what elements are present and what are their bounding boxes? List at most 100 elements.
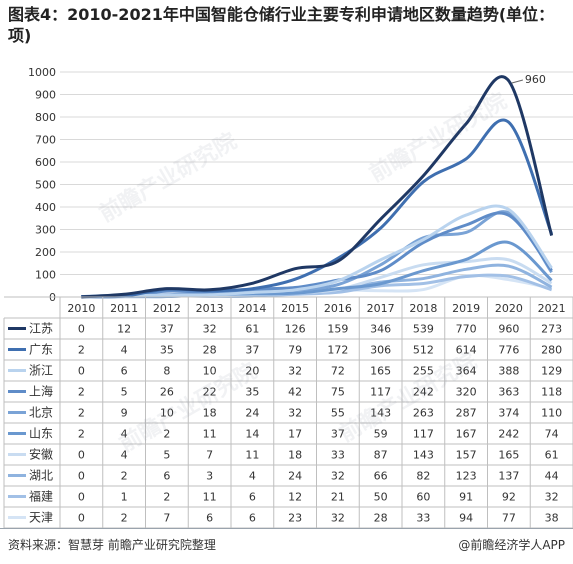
legend-label: 福建 [29, 489, 53, 504]
data-label: 11 [245, 449, 259, 462]
data-label: 6 [249, 491, 256, 504]
data-label: 263 [413, 407, 434, 420]
data-label: 24 [245, 407, 259, 420]
y-tick-label: 200 [35, 246, 56, 259]
data-label: 5 [163, 449, 170, 462]
data-label: 512 [413, 344, 434, 357]
data-label: 388 [498, 365, 519, 378]
data-label: 50 [374, 491, 388, 504]
data-label: 110 [541, 407, 562, 420]
x-tick-label: 2011 [110, 302, 138, 315]
data-label: 74 [545, 428, 559, 441]
y-axis-tick-labels: 01002003004005006007008009001000 [28, 66, 56, 304]
x-tick-label: 2020 [495, 302, 523, 315]
data-label: 33 [416, 512, 430, 525]
data-label: 960 [498, 323, 519, 336]
data-label: 0 [78, 323, 85, 336]
data-label: 60 [416, 491, 430, 504]
data-label: 4 [121, 449, 128, 462]
data-label: 242 [498, 428, 519, 441]
grid-lines [60, 71, 573, 298]
data-label: 32 [331, 470, 345, 483]
x-tick-label: 2014 [238, 302, 266, 315]
data-label: 126 [285, 323, 306, 336]
data-label: 117 [370, 386, 391, 399]
data-label: 143 [370, 407, 391, 420]
data-label: 118 [541, 386, 562, 399]
data-label: 1 [121, 491, 128, 504]
data-label: 2 [163, 491, 170, 504]
y-tick-label: 300 [35, 224, 56, 237]
data-label: 12 [117, 323, 131, 336]
data-label: 92 [502, 491, 516, 504]
data-label: 165 [370, 365, 391, 378]
y-tick-label: 800 [35, 111, 56, 124]
data-label: 0 [78, 449, 85, 462]
data-label: 37 [160, 323, 174, 336]
data-label: 117 [413, 428, 434, 441]
data-label: 14 [245, 428, 259, 441]
data-label: 273 [541, 323, 562, 336]
data-label: 21 [331, 491, 345, 504]
legend-label: 广东 [29, 343, 53, 357]
data-label: 32 [331, 512, 345, 525]
data-label: 2 [163, 428, 170, 441]
data-label: 23 [288, 512, 302, 525]
data-label: 91 [459, 491, 473, 504]
data-label: 0 [78, 470, 85, 483]
data-label: 7 [163, 512, 170, 525]
y-tick-label: 600 [35, 156, 56, 169]
line-chart: 01002003004005006007008009001000 960 201… [3, 66, 573, 529]
data-label: 123 [456, 470, 477, 483]
data-label: 255 [413, 365, 434, 378]
data-label: 539 [413, 323, 434, 336]
data-label: 364 [456, 365, 477, 378]
data-label: 165 [498, 449, 519, 462]
data-label: 3 [206, 470, 213, 483]
data-label: 776 [498, 344, 519, 357]
data-label: 42 [288, 386, 302, 399]
data-label: 32 [203, 323, 217, 336]
data-label: 72 [331, 365, 345, 378]
data-label: 20 [245, 365, 259, 378]
x-tick-label: 2016 [324, 302, 352, 315]
data-label: 306 [370, 344, 391, 357]
data-label: 4 [249, 470, 256, 483]
legend-label: 江苏 [29, 322, 53, 336]
source-note: 资料来源：智慧芽 前瞻产业研究院整理 [8, 538, 216, 552]
x-tick-label: 2015 [281, 302, 309, 315]
data-label: 35 [160, 344, 174, 357]
data-label: 61 [245, 323, 259, 336]
data-label: 44 [545, 470, 559, 483]
data-label: 32 [288, 407, 302, 420]
data-label: 159 [327, 323, 348, 336]
data-label: 6 [249, 512, 256, 525]
data-label: 2 [78, 344, 85, 357]
data-label: 94 [459, 512, 473, 525]
footer-divider [0, 528, 573, 529]
data-label: 242 [413, 386, 434, 399]
data-label: 143 [413, 449, 434, 462]
series-line-江苏 [81, 75, 554, 299]
data-label: 9 [121, 407, 128, 420]
legend-label: 上海 [29, 384, 53, 399]
peak-annotation: 960 [511, 73, 546, 86]
legend-label: 天津 [29, 511, 53, 525]
data-label: 8 [163, 365, 170, 378]
data-label: 35 [245, 386, 259, 399]
y-tick-label: 1000 [28, 66, 56, 79]
data-label: 374 [498, 407, 519, 420]
x-tick-label: 2012 [153, 302, 181, 315]
data-label: 37 [245, 344, 259, 357]
data-label: 33 [331, 449, 345, 462]
data-label: 18 [288, 449, 302, 462]
data-label: 0 [78, 512, 85, 525]
data-label: 32 [545, 491, 559, 504]
data-label: 12 [288, 491, 302, 504]
data-label: 26 [160, 386, 174, 399]
data-label: 66 [374, 470, 388, 483]
data-label: 11 [203, 491, 217, 504]
data-label: 6 [206, 512, 213, 525]
data-label: 10 [203, 365, 217, 378]
data-label: 280 [541, 344, 562, 357]
